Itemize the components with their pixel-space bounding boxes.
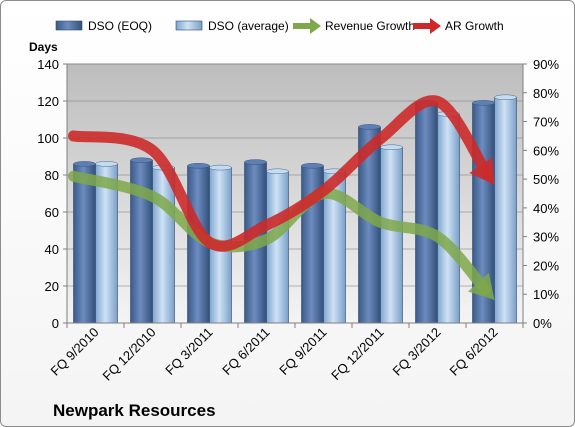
- right-tick-label-8: 80%: [533, 86, 559, 101]
- bar-top-dso-eoq-5: [358, 124, 381, 130]
- legend-label-dso-eoq: DSO (EOQ): [88, 19, 152, 33]
- legend-arrowhead-revenue-growth: [310, 18, 321, 34]
- right-tick-label-6: 60%: [533, 143, 559, 158]
- left-tick-label-3: 60: [45, 205, 59, 220]
- right-tick-label-2: 20%: [533, 258, 559, 273]
- bar-top-dso-average-2: [209, 164, 232, 171]
- bar-top-dso-average-0: [95, 161, 118, 167]
- bar-dso-eoq-0: [73, 163, 96, 324]
- legend-label-dso-average: DSO (average): [208, 19, 289, 33]
- revenue-growth-arrowhead: [468, 272, 495, 300]
- left-tick-label-4: 80: [45, 168, 59, 183]
- bar-top-dso-eoq-7: [472, 100, 495, 106]
- bar-top-dso-average-5: [380, 144, 403, 150]
- bar-top-dso-eoq-2: [187, 163, 210, 169]
- left-tick-label-7: 140: [37, 57, 59, 72]
- ar-growth-arrowhead: [469, 157, 495, 185]
- right-tick-label-9: 90%: [533, 57, 559, 72]
- right-tick-label-3: 30%: [533, 230, 559, 245]
- x-tick-label-1: FQ 12/2010: [99, 325, 158, 384]
- x-tick-label-4: FQ 9/2011: [276, 325, 329, 378]
- x-tick-label-0: FQ 9/2010: [48, 325, 102, 379]
- left-tick-label-5: 100: [37, 131, 59, 146]
- bar-dso-average-5: [380, 146, 403, 324]
- legend-label-revenue-growth: Revenue Growth: [325, 19, 415, 33]
- right-tick-label-7: 70%: [533, 115, 559, 130]
- growth-arrows: [68, 95, 495, 300]
- legend-swatch-dso-average: [175, 20, 203, 31]
- bar-dso-average-6: [437, 113, 460, 324]
- bar-top-dso-average-7: [494, 94, 517, 101]
- bar-dso-eoq-6: [415, 102, 438, 324]
- right-tick-label-4: 40%: [533, 201, 559, 216]
- legend-label-ar-growth: AR Growth: [445, 19, 504, 33]
- legend-swatch-dso-eoq: [55, 20, 83, 31]
- company-name: Newpark Resources: [53, 401, 216, 420]
- bar-top-dso-eoq-3: [244, 159, 267, 165]
- left-axis-title: Days: [29, 40, 58, 54]
- x-tick-label-3: FQ 6/2011: [219, 325, 272, 378]
- legend: DSO (EOQ) DSO (average) Revenue Growth AR G…: [55, 18, 504, 34]
- bar-top-dso-eoq-0: [73, 161, 96, 167]
- x-tick-label-5: FQ 12/2011: [328, 325, 386, 383]
- legend-arrowhead-ar-growth: [430, 18, 441, 34]
- x-tick-label-6: FQ 3/2012: [390, 325, 444, 379]
- right-tick-label-5: 50%: [533, 172, 559, 187]
- left-tick-label-1: 20: [45, 279, 59, 294]
- bar-dso-average-1: [152, 167, 175, 324]
- bar-dso-average-3: [266, 171, 289, 324]
- left-tick-label-2: 40: [45, 242, 59, 257]
- ar-growth-line: [68, 95, 493, 252]
- left-tick-label-0: 0: [52, 316, 59, 331]
- bar-top-dso-eoq-1: [130, 157, 153, 163]
- right-tick-label-1: 10%: [533, 287, 559, 302]
- x-tick-label-2: FQ 3/2011: [162, 325, 215, 378]
- bar-top-dso-average-3: [266, 168, 289, 175]
- left-tick-label-6: 120: [37, 94, 59, 109]
- bar-dso-average-7: [494, 97, 517, 324]
- right-tick-label-0: 0%: [533, 316, 552, 331]
- bar-top-dso-eoq-4: [301, 163, 324, 169]
- x-tick-label-7: FQ 6/2012: [447, 325, 501, 379]
